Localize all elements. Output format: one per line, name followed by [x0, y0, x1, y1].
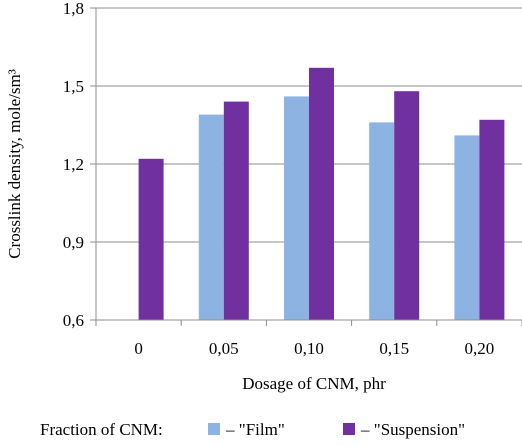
legend-swatch-film — [208, 423, 220, 435]
x-tick-label: 0,05 — [209, 339, 239, 358]
bar-film — [454, 135, 480, 320]
bar-suspension — [138, 158, 164, 320]
y-tick-labels: 0,6 0,9 1,2 1,5 1,8 — [63, 0, 84, 330]
x-tick-label: 0,15 — [379, 339, 409, 358]
legend-title: Fraction of CNM: — [40, 420, 163, 439]
y-tick-label: 0,9 — [63, 233, 84, 252]
x-tick-labels: 0 0,05 0,10 0,15 0,20 — [134, 339, 494, 358]
legend-label-suspension: – "Suspension" — [360, 420, 465, 439]
bar-suspension — [479, 119, 505, 320]
bar-suspension — [394, 91, 420, 320]
x-tick-label: 0,10 — [294, 339, 324, 358]
bar-film — [369, 122, 395, 321]
legend: Fraction of CNM: – "Film" – "Suspension" — [40, 420, 465, 439]
bar-suspension — [223, 101, 249, 320]
axes — [95, 8, 522, 326]
bar-suspension — [309, 67, 334, 320]
legend-swatch-suspension — [343, 423, 355, 435]
bar-film — [284, 96, 309, 321]
x-axis-label: Dosage of CNM, phr — [242, 374, 386, 393]
y-tick-label: 0,6 — [63, 311, 84, 330]
x-tick-label: 0,20 — [465, 339, 495, 358]
x-tick-label: 0 — [134, 339, 143, 358]
bars — [138, 67, 505, 321]
legend-label-film: – "Film" — [225, 420, 285, 439]
y-axis-label: Crosslink density, mole/sm³ — [5, 69, 24, 259]
bar-film — [198, 114, 224, 320]
y-tick-label: 1,8 — [63, 0, 84, 18]
y-tick-label: 1,5 — [63, 77, 84, 96]
y-tick-label: 1,2 — [63, 155, 84, 174]
